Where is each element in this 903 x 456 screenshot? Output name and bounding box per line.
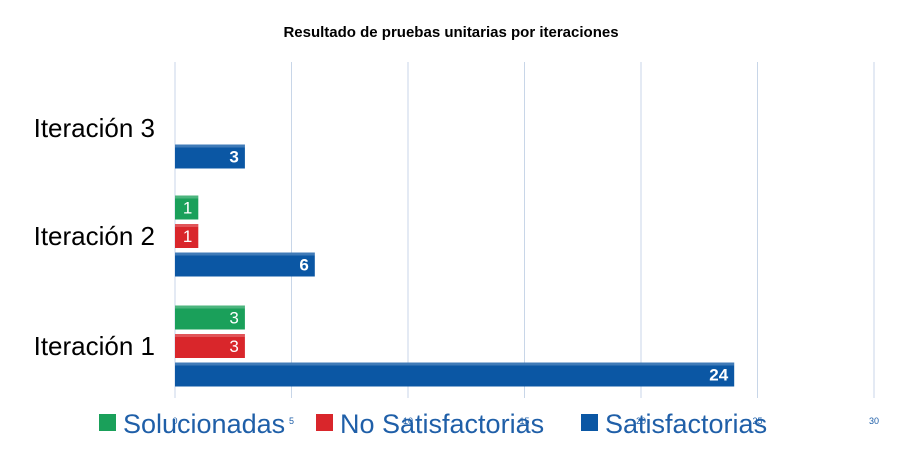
chart-text: Resultado de pruebas unitarias por itera…: [34, 24, 879, 426]
x-tick-label-15: 15: [519, 416, 529, 426]
bar-satisfactorias-iteracion-2: [175, 252, 315, 277]
x-tick-label-20: 20: [636, 416, 646, 426]
legend: Solucionadas No Satisfactorias Satisfactor…: [99, 409, 767, 439]
x-tick-label-0: 0: [172, 416, 177, 426]
legend-label-no-satisfactorias: No Satisfactorias: [340, 409, 544, 439]
data-label-solucionadas-iteracion-2: 1: [183, 199, 192, 218]
category-label-iteracion-3: Iteración 3: [34, 113, 155, 143]
legend-swatch-no-satisfactorias: [316, 414, 333, 431]
x-tick-label-10: 10: [403, 416, 413, 426]
data-label-no-satisfactorias-iteracion-2: 1: [183, 227, 192, 246]
legend-label-solucionadas: Solucionadas: [123, 409, 285, 439]
x-tick-label-5: 5: [289, 416, 294, 426]
bar-no-satisfactorias-iteracion-1: [175, 334, 245, 358]
bar-highlight-satisfactorias-iteracion-3: [175, 144, 245, 148]
category-label-iteracion-2: Iteración 2: [34, 221, 155, 251]
data-label-satisfactorias-iteracion-2: 6: [299, 256, 308, 275]
bar-highlight-satisfactorias-iteracion-1: [175, 362, 735, 366]
bar-solucionadas-iteracion-2: [175, 195, 199, 220]
bar-highlight-no-satisfactorias-iteracion-2: [175, 224, 199, 227]
gridlines: [174, 62, 875, 398]
x-tick-label-25: 25: [752, 416, 762, 426]
legend-swatch-solucionadas: [99, 414, 116, 431]
data-label-satisfactorias-iteracion-3: 3: [229, 148, 238, 167]
legend-label-satisfactorias: Satisfactorias: [605, 409, 767, 439]
bar-satisfactorias-iteracion-1: [175, 362, 735, 387]
bar-highlight-solucionadas-iteracion-1: [175, 305, 245, 309]
data-label-solucionadas-iteracion-1: 3: [229, 309, 238, 328]
legend-swatch-satisfactorias: [581, 414, 598, 431]
chart-title: Resultado de pruebas unitarias por itera…: [283, 24, 618, 41]
bar-highlight-satisfactorias-iteracion-2: [175, 252, 315, 256]
bar-highlight-no-satisfactorias-iteracion-1: [175, 334, 245, 337]
x-tick-label-30: 30: [869, 416, 879, 426]
bars: [175, 144, 735, 387]
bar-highlight-solucionadas-iteracion-2: [175, 195, 199, 199]
bar-solucionadas-iteracion-1: [175, 305, 245, 330]
data-label-no-satisfactorias-iteracion-1: 3: [229, 337, 238, 356]
data-label-satisfactorias-iteracion-1: 24: [709, 366, 728, 385]
category-label-iteracion-1: Iteración 1: [34, 331, 155, 361]
bar-satisfactorias-iteracion-3: [175, 144, 245, 169]
bar-no-satisfactorias-iteracion-2: [175, 224, 199, 248]
